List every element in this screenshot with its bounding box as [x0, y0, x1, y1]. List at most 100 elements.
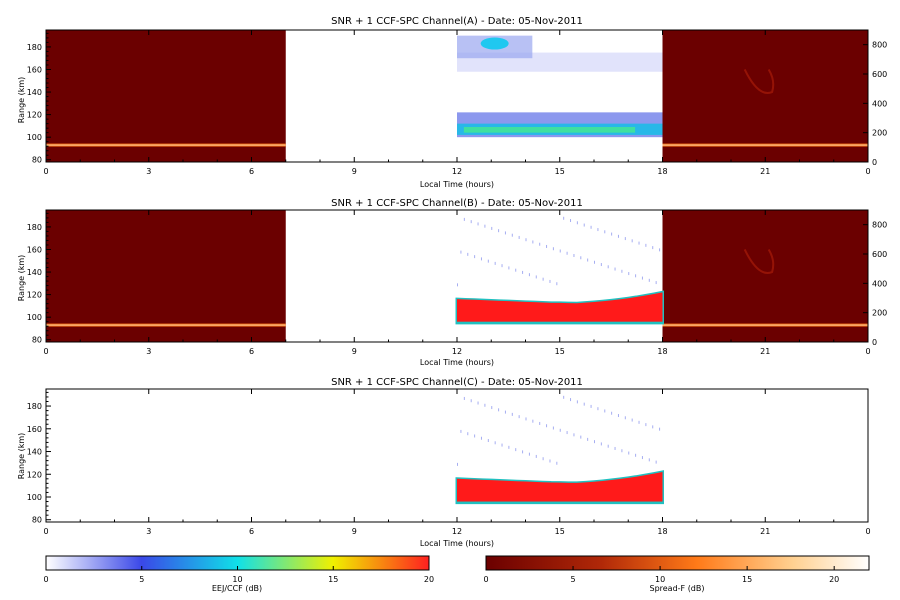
echo-line-core	[662, 324, 868, 326]
x-tick-label: 21	[760, 347, 770, 356]
scatter-point	[484, 224, 486, 228]
y-tick-label: 140	[27, 268, 42, 277]
x-tick-label: 6	[249, 347, 254, 356]
scatter-point	[614, 446, 616, 450]
colorbar-tick-label: 5	[139, 575, 144, 584]
x-tick-label: 9	[352, 527, 357, 536]
scatter-point	[477, 222, 479, 226]
y-tick-label: 160	[27, 65, 42, 74]
y-tick-label: 100	[27, 133, 42, 142]
y-tick-label: 160	[27, 425, 42, 434]
panel-channel-a: SNR + 1 CCF-SPC Channel(A) - Date: 05-No…	[17, 16, 887, 189]
x-tick-label: 15	[555, 167, 565, 176]
x-tick-label: 0	[43, 527, 48, 536]
scatter-point	[638, 420, 640, 424]
panel-channel-b: SNR + 1 CCF-SPC Channel(B) - Date: 05-No…	[17, 198, 887, 367]
echo-band	[457, 471, 663, 503]
spread-f-block	[662, 30, 868, 162]
spread-f-block	[662, 210, 868, 342]
scatter-point	[641, 456, 643, 460]
scatter-point	[597, 407, 599, 411]
x-axis-label: Local Time (hours)	[420, 539, 494, 548]
y-tick-label: 120	[27, 111, 42, 120]
scatter-point	[460, 429, 462, 433]
x-tick-label: 0	[43, 167, 48, 176]
colorbar-label: EEJ/CCF (dB)	[212, 584, 262, 593]
scatter-point	[511, 412, 513, 416]
y2-tick-label: 800	[872, 41, 887, 50]
y-tick-label: 180	[27, 223, 42, 232]
colorbar-spread-f: 0 5 10 15 20 Spread-F (dB)	[483, 555, 870, 593]
y2-tick-label: 400	[872, 99, 887, 108]
scatter-point	[621, 269, 623, 273]
x-axis-label: Local Time (hours)	[420, 180, 494, 189]
scatter-point	[559, 428, 561, 432]
scatter-point	[535, 275, 537, 279]
scatter-point	[556, 282, 558, 286]
panel-title: SNR + 1 CCF-SPC Channel(B) - Date: 05-No…	[331, 198, 583, 209]
scatter-point	[546, 244, 548, 248]
y2-tick-label: 600	[872, 70, 887, 79]
scatter-point	[501, 443, 503, 447]
scatter-point	[457, 462, 458, 466]
scatter-point	[645, 243, 647, 247]
scatter-point	[590, 404, 592, 408]
scatter-point	[518, 415, 520, 419]
x-tick-label: 18	[657, 347, 667, 356]
echo-line-core	[46, 144, 286, 146]
x-tick-label: 18	[657, 167, 667, 176]
y-tick-label: 80	[32, 516, 42, 525]
scatter-point	[621, 449, 623, 453]
y-axis-label: Range (km)	[17, 255, 26, 302]
scatter-point	[624, 416, 626, 420]
x-tick-label: 6	[249, 527, 254, 536]
scatter-point	[635, 453, 637, 457]
scatter-point	[628, 451, 630, 455]
y-tick-label: 100	[27, 493, 42, 502]
scatter-point	[583, 402, 585, 406]
plot-area	[46, 210, 868, 342]
y-tick-label: 140	[27, 88, 42, 97]
scatter-point	[641, 276, 643, 280]
x-tick-label: 15	[555, 527, 565, 536]
scatter-point	[487, 439, 489, 443]
y2-tick-label: 0	[872, 338, 877, 347]
scatter-point	[546, 424, 548, 428]
scatter-point	[532, 419, 534, 423]
scatter-point	[480, 257, 482, 261]
scatter-point	[576, 221, 578, 225]
spread-f-plume	[743, 248, 775, 274]
echo-band-base	[457, 321, 663, 324]
colorbar-tick-label: 10	[655, 575, 665, 584]
scatter-point	[539, 421, 541, 425]
scatter-point	[648, 278, 650, 282]
spread-f-block	[46, 30, 286, 162]
y2-tick-label: 800	[872, 221, 887, 230]
scatter-point	[590, 225, 592, 229]
plot-area	[46, 30, 868, 162]
colorbar-eej: 0 5 10 15 20 EEJ/CCF (dB)	[43, 555, 434, 593]
scatter-point	[487, 259, 489, 263]
scatter-point	[552, 247, 554, 251]
scatter-point	[549, 459, 551, 463]
y2-tick-label: 600	[872, 250, 887, 259]
scatter-point	[480, 436, 482, 440]
scatter-point	[573, 433, 575, 437]
scatter-point	[628, 272, 630, 276]
x-tick-label: 12	[452, 167, 462, 176]
x-tick-label: 9	[352, 347, 357, 356]
x-tick-label: 0	[43, 347, 48, 356]
y-tick-label: 140	[27, 448, 42, 457]
scatter-point	[504, 410, 506, 414]
scatter-point	[556, 461, 558, 465]
scatter-point	[635, 274, 637, 278]
scatter-point	[624, 237, 626, 241]
ticks: 0 3 6 9 12 15 18 21 0801001201401601800200400600…	[27, 209, 887, 356]
plot-area	[46, 389, 868, 522]
scatter-point	[463, 217, 465, 221]
y-axis-label: Range (km)	[17, 433, 26, 480]
y-tick-label: 80	[32, 336, 42, 345]
scatter-point	[535, 454, 537, 458]
scatter-point	[580, 435, 582, 439]
